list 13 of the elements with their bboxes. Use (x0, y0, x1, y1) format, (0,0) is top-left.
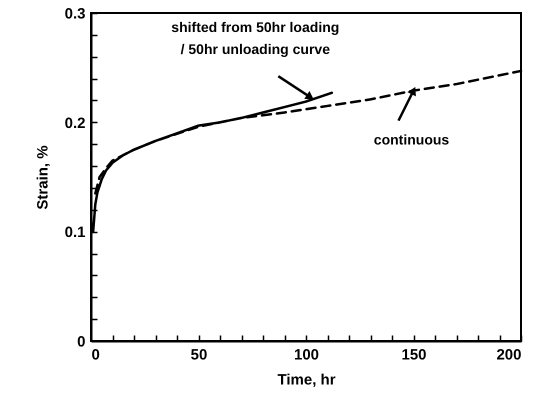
y-tick-label: 0.2 (64, 114, 86, 132)
y-axis-title: Strain, % (34, 145, 52, 210)
y-tick-label: 0.1 (64, 224, 86, 242)
x-tick-label: 200 (496, 346, 522, 364)
y-tick-label: 0.3 (64, 6, 86, 22)
annotation: continuous (374, 132, 450, 148)
x-tick-label: 100 (294, 346, 320, 364)
x-tick-label: 0 (92, 346, 100, 364)
x-tick-label: 50 (190, 346, 208, 364)
annotation: shifted from 50hr loading / 50hr unloading curve (171, 19, 340, 58)
x-axis-title: Time, hr (277, 372, 336, 388)
x-tick-label: 150 (401, 346, 427, 364)
y-tick-label: 0 (77, 334, 86, 350)
